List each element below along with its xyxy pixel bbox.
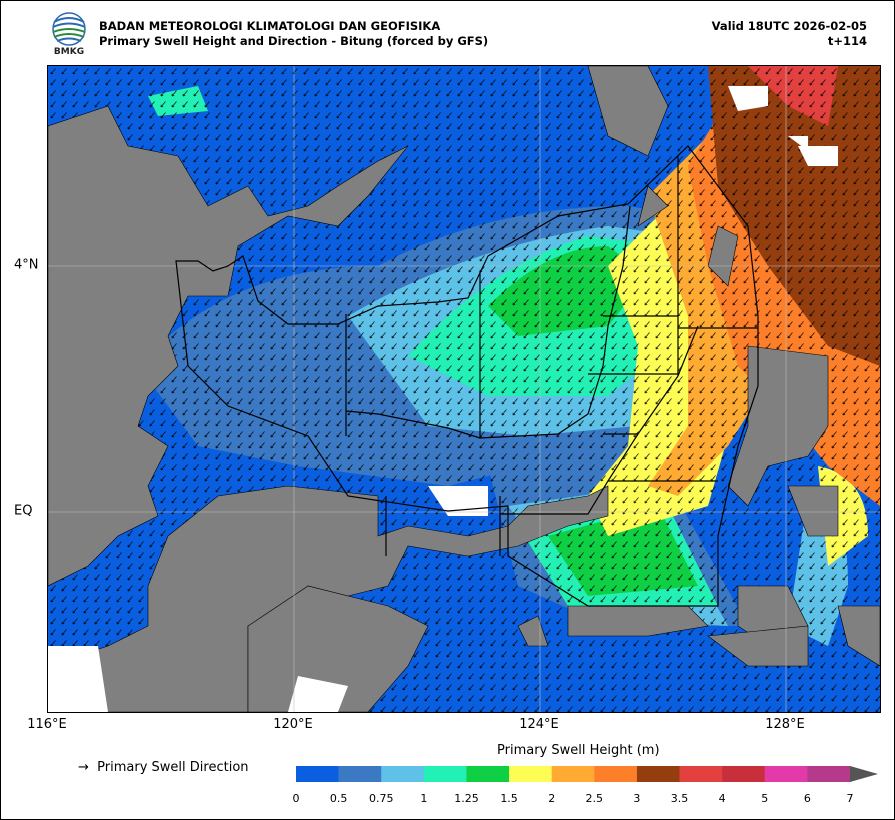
colorbar-cell <box>551 766 595 782</box>
graticule <box>48 66 880 712</box>
x-tick: 116°E <box>27 717 67 732</box>
forecast-zone-boundaries <box>175 145 759 607</box>
colorbar-label: 2 <box>548 792 556 805</box>
colorbar-cell <box>381 766 425 782</box>
colorbar-label: 0.75 <box>368 792 394 805</box>
colorbar-label: 3.5 <box>670 792 689 805</box>
no-data-areas <box>48 86 838 712</box>
x-tick: 124°E <box>519 717 559 732</box>
product-title: Primary Swell Height and Direction - Bit… <box>99 34 489 48</box>
colorbar-cell <box>423 766 467 782</box>
map-canvas <box>48 66 880 712</box>
y-tick: EQ <box>14 503 33 519</box>
x-tick: 128°E <box>765 717 805 732</box>
landmass <box>48 66 880 712</box>
colorbar-cell <box>722 766 766 782</box>
colorbar-label: 4 <box>718 792 726 805</box>
colorbar-label: 1.25 <box>454 792 479 805</box>
x-tick: 120°E <box>273 717 313 732</box>
forecast-step: t+114 <box>827 34 867 48</box>
colorbar-cell <box>807 766 851 782</box>
colorbar-label: 0 <box>292 792 300 805</box>
colorbar-label: 7 <box>846 792 854 805</box>
colorbar-cell <box>679 766 723 782</box>
colorbar-cell <box>594 766 638 782</box>
valid-time: Valid 18UTC 2026-02-05 <box>711 19 867 33</box>
direction-legend-label: Primary Swell Direction <box>97 760 249 775</box>
colorbar-extend-arrow <box>850 766 878 782</box>
colorbar-label: 6 <box>803 792 811 805</box>
colorbar-label: 3 <box>633 792 641 805</box>
colorbar-label: 0.5 <box>329 792 348 805</box>
bmkg-logo: BMKG <box>52 12 86 56</box>
colorbar <box>296 766 878 782</box>
colorbar-cell <box>466 766 510 782</box>
arrow-icon: → <box>78 760 89 775</box>
colorbar-label: 1.5 <box>500 792 518 805</box>
direction-legend: → Primary Swell Direction <box>78 760 249 775</box>
colorbar-cell <box>636 766 680 782</box>
colorbar-cell <box>338 766 382 782</box>
colorbar-cell <box>764 766 808 782</box>
colorbar-title: Primary Swell Height (m) <box>497 743 660 758</box>
colorbar-label: 5 <box>761 792 769 805</box>
colorbar-cell <box>296 766 339 782</box>
colorbar-cell <box>509 766 552 782</box>
colorbar-label: 2.5 <box>585 792 604 805</box>
logo-text: BMKG <box>54 47 84 56</box>
map-panel <box>47 65 881 713</box>
y-tick: 4°N <box>14 257 39 273</box>
agency-title: BADAN METEOROLOGI KLIMATOLOGI DAN GEOFIS… <box>99 19 441 33</box>
colorbar-label: 1 <box>420 792 428 805</box>
